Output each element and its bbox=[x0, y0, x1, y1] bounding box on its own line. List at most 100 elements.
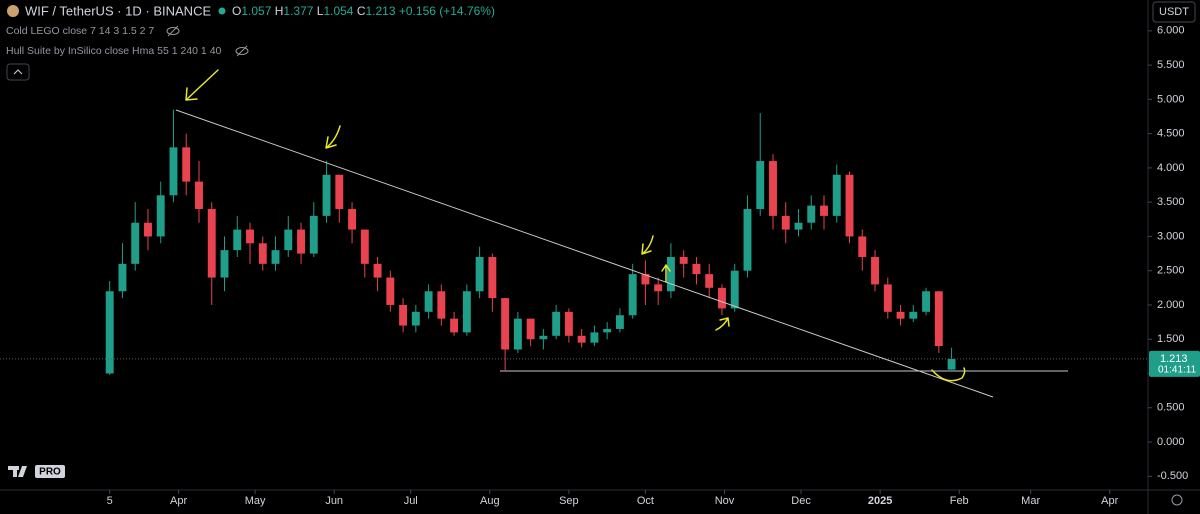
x-tick-label: Nov bbox=[715, 495, 735, 507]
candle-body bbox=[144, 222, 152, 237]
ohlc-label: C bbox=[357, 4, 366, 18]
candle-body bbox=[820, 205, 828, 216]
candle-body bbox=[450, 318, 459, 333]
symbol-icon bbox=[7, 5, 19, 17]
candle-body bbox=[858, 236, 867, 257]
ohlc-label: L bbox=[317, 4, 324, 18]
candle-body bbox=[360, 229, 369, 264]
candle-body bbox=[654, 284, 663, 292]
y-tick-label: 0.500 bbox=[1157, 402, 1185, 414]
candle-body bbox=[756, 161, 765, 210]
x-tick-label: 2025 bbox=[868, 495, 892, 507]
candle-body bbox=[730, 270, 739, 309]
candle-body bbox=[297, 229, 305, 254]
y-tick-label: 4.500 bbox=[1157, 128, 1185, 140]
candle-body bbox=[781, 215, 790, 230]
x-tick-label: Oct bbox=[637, 495, 654, 507]
x-tick-label: 5 bbox=[107, 495, 113, 507]
candle-body bbox=[195, 181, 203, 210]
candle-body bbox=[692, 263, 701, 275]
x-tick-label: Apr bbox=[170, 495, 187, 507]
candle-body bbox=[743, 209, 752, 271]
candle-body bbox=[348, 209, 357, 230]
candle-body bbox=[501, 298, 510, 350]
annotations bbox=[185, 69, 966, 382]
y-tick-label: 3.000 bbox=[1157, 230, 1185, 242]
y-tick-label: 4.000 bbox=[1157, 162, 1185, 174]
candle-body bbox=[577, 335, 586, 343]
candle-body bbox=[233, 229, 242, 251]
candle-body bbox=[603, 328, 612, 333]
candle-body bbox=[705, 274, 714, 288]
logo-mark bbox=[18, 466, 27, 477]
candle-body bbox=[131, 222, 140, 264]
y-tick-label: 2.500 bbox=[1157, 265, 1185, 277]
candle-body bbox=[207, 209, 216, 278]
arrow bbox=[185, 69, 219, 101]
candle-body bbox=[386, 277, 395, 305]
logo-badge bbox=[35, 465, 65, 478]
candle-body bbox=[909, 311, 918, 319]
logo-mark bbox=[13, 466, 17, 477]
y-tick-label: 3.500 bbox=[1157, 196, 1185, 208]
ohlc-label: H bbox=[275, 4, 284, 18]
candle-body bbox=[424, 291, 433, 312]
candle-body bbox=[883, 284, 892, 312]
candle-body bbox=[271, 250, 280, 264]
change: +0.156 (+14.76%) bbox=[399, 4, 495, 18]
ohlc-value: 1.054 bbox=[323, 4, 353, 18]
candle-body bbox=[807, 205, 816, 223]
trend-line bbox=[175, 109, 994, 398]
candle-body bbox=[105, 291, 114, 374]
price-tag bbox=[1149, 350, 1200, 377]
candle-body bbox=[794, 222, 803, 230]
currency-button[interactable] bbox=[1152, 1, 1196, 23]
candle-body bbox=[399, 304, 408, 326]
price-tag-label: 1.213 bbox=[1160, 353, 1188, 365]
ohlc-value: 1.377 bbox=[283, 4, 313, 18]
candle-body bbox=[462, 291, 471, 333]
y-tick-label: -0.500 bbox=[1157, 470, 1188, 482]
candle-body bbox=[896, 311, 905, 319]
x-tick-label: Jun bbox=[325, 495, 343, 507]
candle-body bbox=[679, 256, 688, 264]
candle-body bbox=[718, 287, 726, 309]
candle-body bbox=[513, 318, 522, 350]
collapse-button[interactable] bbox=[6, 63, 30, 81]
settings-icon[interactable] bbox=[1171, 494, 1183, 506]
candle-body bbox=[475, 256, 484, 292]
candle-body bbox=[934, 291, 943, 347]
candle-body bbox=[169, 147, 178, 196]
candle-body bbox=[641, 274, 650, 285]
candle-body bbox=[615, 315, 624, 329]
x-tick-label: Jul bbox=[404, 495, 418, 507]
candle-body bbox=[590, 332, 599, 343]
candle-body bbox=[373, 263, 382, 278]
y-tick-label: 0.000 bbox=[1157, 436, 1185, 448]
collapse-icon bbox=[13, 69, 23, 75]
hide-icon[interactable] bbox=[166, 25, 180, 37]
candle-body bbox=[322, 174, 331, 216]
candle-body bbox=[628, 274, 637, 316]
candle-body bbox=[258, 243, 267, 264]
arrow bbox=[325, 125, 341, 149]
y-tick-label: 6.000 bbox=[1157, 25, 1185, 37]
ohlc: O1.057 H1.377 L1.054 C1.213 +0.156 (+14.… bbox=[232, 4, 495, 18]
logo: PRO bbox=[8, 465, 65, 478]
arrow bbox=[715, 317, 730, 331]
hide-icon[interactable] bbox=[235, 45, 249, 57]
x-tick-label: May bbox=[245, 495, 266, 507]
candle-body bbox=[526, 318, 535, 340]
symbol: WIF / TetherUS · 1D · BINANCE bbox=[25, 3, 211, 18]
x-tick-label: Feb bbox=[950, 495, 969, 507]
candle-body bbox=[871, 256, 879, 285]
candle-body bbox=[845, 174, 854, 237]
y-tick-label: 1.500 bbox=[1157, 333, 1185, 345]
currency: USDT bbox=[1159, 6, 1189, 18]
header: WIF / TetherUS · 1D · BINANCE O1.057 H1.… bbox=[6, 3, 495, 81]
candle-body bbox=[182, 147, 191, 182]
plot-area bbox=[0, 109, 1148, 375]
candle-body bbox=[552, 311, 561, 336]
